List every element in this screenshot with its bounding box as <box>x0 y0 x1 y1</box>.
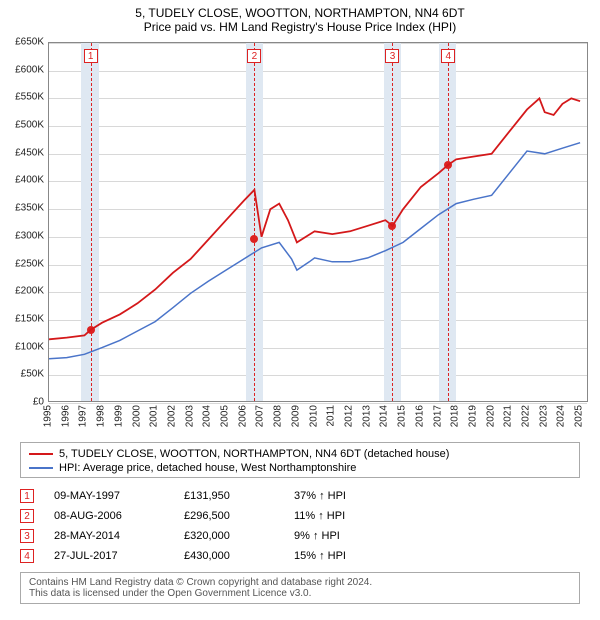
y-axis-label: £50K <box>0 369 44 380</box>
x-axis-label: 2024 <box>556 405 567 427</box>
legend-label: 5, TUDELY CLOSE, WOOTTON, NORTHAMPTON, N… <box>59 447 449 461</box>
legend-item: 5, TUDELY CLOSE, WOOTTON, NORTHAMPTON, N… <box>29 447 571 461</box>
x-axis-label: 2022 <box>521 405 532 427</box>
x-axis-label: 2015 <box>397 405 408 427</box>
y-axis-label: £350K <box>0 203 44 214</box>
transaction-diff: 37% ↑ HPI <box>294 490 394 502</box>
marker-number-box: 4 <box>20 549 34 563</box>
x-axis-label: 2001 <box>149 405 160 427</box>
table-row: 1 09-MAY-1997 £131,950 37% ↑ HPI <box>20 486 580 506</box>
transaction-date: 09-MAY-1997 <box>54 490 164 502</box>
x-axis-label: 1996 <box>60 405 71 427</box>
series-svg <box>49 43 589 403</box>
y-axis-label: £550K <box>0 92 44 103</box>
legend-item: HPI: Average price, detached house, West… <box>29 461 571 475</box>
x-axis-label: 2008 <box>273 405 284 427</box>
x-axis-label: 1999 <box>113 405 124 427</box>
transactions-table: 1 09-MAY-1997 £131,950 37% ↑ HPI 2 08-AUG-200… <box>20 486 580 566</box>
legend-swatch <box>29 467 53 469</box>
legend-swatch <box>29 453 53 455</box>
y-axis-label: £150K <box>0 313 44 324</box>
y-axis-label: £200K <box>0 286 44 297</box>
footer-line: Contains HM Land Registry data © Crown c… <box>29 577 571 588</box>
table-row: 4 27-JUL-2017 £430,000 15% ↑ HPI <box>20 546 580 566</box>
chart-subtitle: Price paid vs. HM Land Registry's House … <box>0 20 600 38</box>
chart-container: 5, TUDELY CLOSE, WOOTTON, NORTHAMPTON, N… <box>0 0 600 620</box>
x-axis-label: 2004 <box>202 405 213 427</box>
x-axis-label: 2000 <box>131 405 142 427</box>
x-axis-label: 2017 <box>432 405 443 427</box>
legend-label: HPI: Average price, detached house, West… <box>59 461 356 475</box>
x-axis-label: 2021 <box>503 405 514 427</box>
x-axis-label: 2002 <box>166 405 177 427</box>
y-axis-label: £650K <box>0 37 44 48</box>
marker-number-box: 3 <box>20 529 34 543</box>
transaction-date: 28-MAY-2014 <box>54 530 164 542</box>
x-axis-label: 1995 <box>43 405 54 427</box>
footer-line: This data is licensed under the Open Gov… <box>29 588 571 599</box>
x-axis-label: 2018 <box>450 405 461 427</box>
transaction-price: £296,500 <box>184 510 274 522</box>
transaction-diff: 9% ↑ HPI <box>294 530 394 542</box>
transaction-date: 27-JUL-2017 <box>54 550 164 562</box>
legend: 5, TUDELY CLOSE, WOOTTON, NORTHAMPTON, N… <box>20 442 580 478</box>
chart-plot-area: 1234 <box>48 42 588 402</box>
marker-number-box: 1 <box>20 489 34 503</box>
series-line-price_paid <box>49 98 580 339</box>
x-axis-label: 2019 <box>467 405 478 427</box>
transaction-date: 08-AUG-2006 <box>54 510 164 522</box>
x-axis-label: 2010 <box>308 405 319 427</box>
transaction-price: £430,000 <box>184 550 274 562</box>
chart-title: 5, TUDELY CLOSE, WOOTTON, NORTHAMPTON, N… <box>0 0 600 20</box>
x-axis-label: 2003 <box>184 405 195 427</box>
table-row: 2 08-AUG-2006 £296,500 11% ↑ HPI <box>20 506 580 526</box>
x-axis-label: 2006 <box>237 405 248 427</box>
x-axis-label: 2016 <box>414 405 425 427</box>
transaction-price: £131,950 <box>184 490 274 502</box>
y-axis-label: £450K <box>0 147 44 158</box>
x-axis-label: 1997 <box>78 405 89 427</box>
transaction-diff: 15% ↑ HPI <box>294 550 394 562</box>
x-axis-label: 2012 <box>343 405 354 427</box>
x-axis-label: 2014 <box>379 405 390 427</box>
x-axis-label: 2020 <box>485 405 496 427</box>
marker-number-box: 2 <box>20 509 34 523</box>
x-axis-label: 2013 <box>361 405 372 427</box>
x-axis-label: 1998 <box>96 405 107 427</box>
y-axis-label: £600K <box>0 64 44 75</box>
x-axis-label: 2007 <box>255 405 266 427</box>
x-axis-label: 2025 <box>574 405 585 427</box>
x-axis-label: 2005 <box>220 405 231 427</box>
y-axis-label: £300K <box>0 230 44 241</box>
x-axis-label: 2011 <box>326 405 337 427</box>
series-line-hpi <box>49 143 580 359</box>
transaction-diff: 11% ↑ HPI <box>294 510 394 522</box>
x-axis-label: 2023 <box>538 405 549 427</box>
transaction-price: £320,000 <box>184 530 274 542</box>
y-axis-label: £100K <box>0 341 44 352</box>
y-axis-label: £500K <box>0 120 44 131</box>
footer: Contains HM Land Registry data © Crown c… <box>20 572 580 604</box>
y-axis-label: £250K <box>0 258 44 269</box>
y-axis-label: £0 <box>0 397 44 408</box>
x-axis-label: 2009 <box>290 405 301 427</box>
y-axis-label: £400K <box>0 175 44 186</box>
table-row: 3 28-MAY-2014 £320,000 9% ↑ HPI <box>20 526 580 546</box>
